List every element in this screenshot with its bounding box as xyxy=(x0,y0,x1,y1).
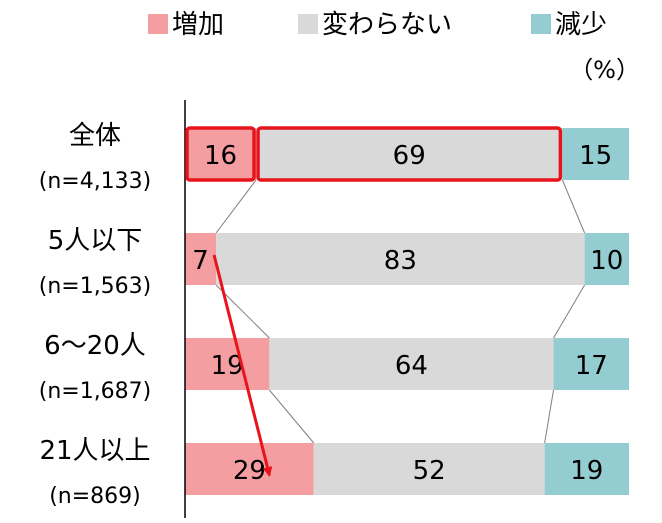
legend-swatch-unchanged xyxy=(298,14,318,34)
bar-increase-1 xyxy=(185,233,217,285)
bar-decrease-0 xyxy=(562,128,629,180)
value-label-increase-1: 7 xyxy=(192,246,209,276)
connector-lines xyxy=(215,179,586,444)
bar-increase-2 xyxy=(185,338,270,390)
legend: 増加 変わらない 減少 xyxy=(148,10,607,40)
legend-swatch-decrease xyxy=(531,14,551,34)
bar-unchanged-2 xyxy=(269,338,554,390)
category-count-1: (n=1,563) xyxy=(39,274,152,299)
category-labels: 全体 (n=4,133) 5人以下 (n=1,563) 6～20人 (n=1,687) 21… xyxy=(39,121,152,509)
value-label-unchanged-1: 83 xyxy=(384,246,417,276)
connector-line-right-0 xyxy=(561,179,586,234)
annotations xyxy=(185,126,563,477)
bars xyxy=(185,128,629,495)
category-label-2: 6～20人 xyxy=(44,331,146,361)
unit-label: （%） xyxy=(569,56,640,84)
highlight-box-unchanged xyxy=(256,126,563,182)
bar-unchanged-1 xyxy=(216,233,585,285)
category-count-0: (n=4,133) xyxy=(39,169,152,194)
connector-line-left-0 xyxy=(215,179,257,234)
category-count-2: (n=1,687) xyxy=(39,379,152,404)
bar-decrease-3 xyxy=(544,443,629,495)
bar-decrease-2 xyxy=(553,338,629,390)
category-label-0: 全体 xyxy=(69,121,121,151)
value-label-increase-3: 29 xyxy=(233,456,266,486)
connector-line-right-1 xyxy=(553,284,586,339)
legend-label-increase: 増加 xyxy=(172,10,224,40)
category-count-3: (n=869) xyxy=(49,484,141,509)
legend-swatch-increase xyxy=(148,14,168,34)
value-label-unchanged-2: 64 xyxy=(395,351,428,381)
connector-line-right-2 xyxy=(544,389,555,444)
bar-decrease-1 xyxy=(584,233,629,285)
value-label-increase-0: 16 xyxy=(204,141,237,171)
value-label-decrease-1: 10 xyxy=(590,246,623,276)
bar-increase-3 xyxy=(185,443,314,495)
highlight-box-increase xyxy=(185,126,256,182)
value-label-decrease-0: 15 xyxy=(579,141,612,171)
category-label-1: 5人以下 xyxy=(48,226,143,256)
value-label-decrease-2: 17 xyxy=(575,351,608,381)
value-label-unchanged-0: 69 xyxy=(393,141,426,171)
value-label-unchanged-3: 52 xyxy=(413,456,446,486)
legend-label-unchanged: 変わらない xyxy=(322,10,452,40)
bar-increase-0 xyxy=(185,128,257,180)
legend-label-decrease: 減少 xyxy=(555,10,607,40)
value-label-decrease-3: 19 xyxy=(570,456,603,486)
trend-arrow xyxy=(212,254,273,477)
category-label-3: 21人以上 xyxy=(39,436,150,466)
connector-line-left-2 xyxy=(268,389,315,444)
bar-unchanged-3 xyxy=(313,443,545,495)
bar-unchanged-0 xyxy=(256,128,563,180)
